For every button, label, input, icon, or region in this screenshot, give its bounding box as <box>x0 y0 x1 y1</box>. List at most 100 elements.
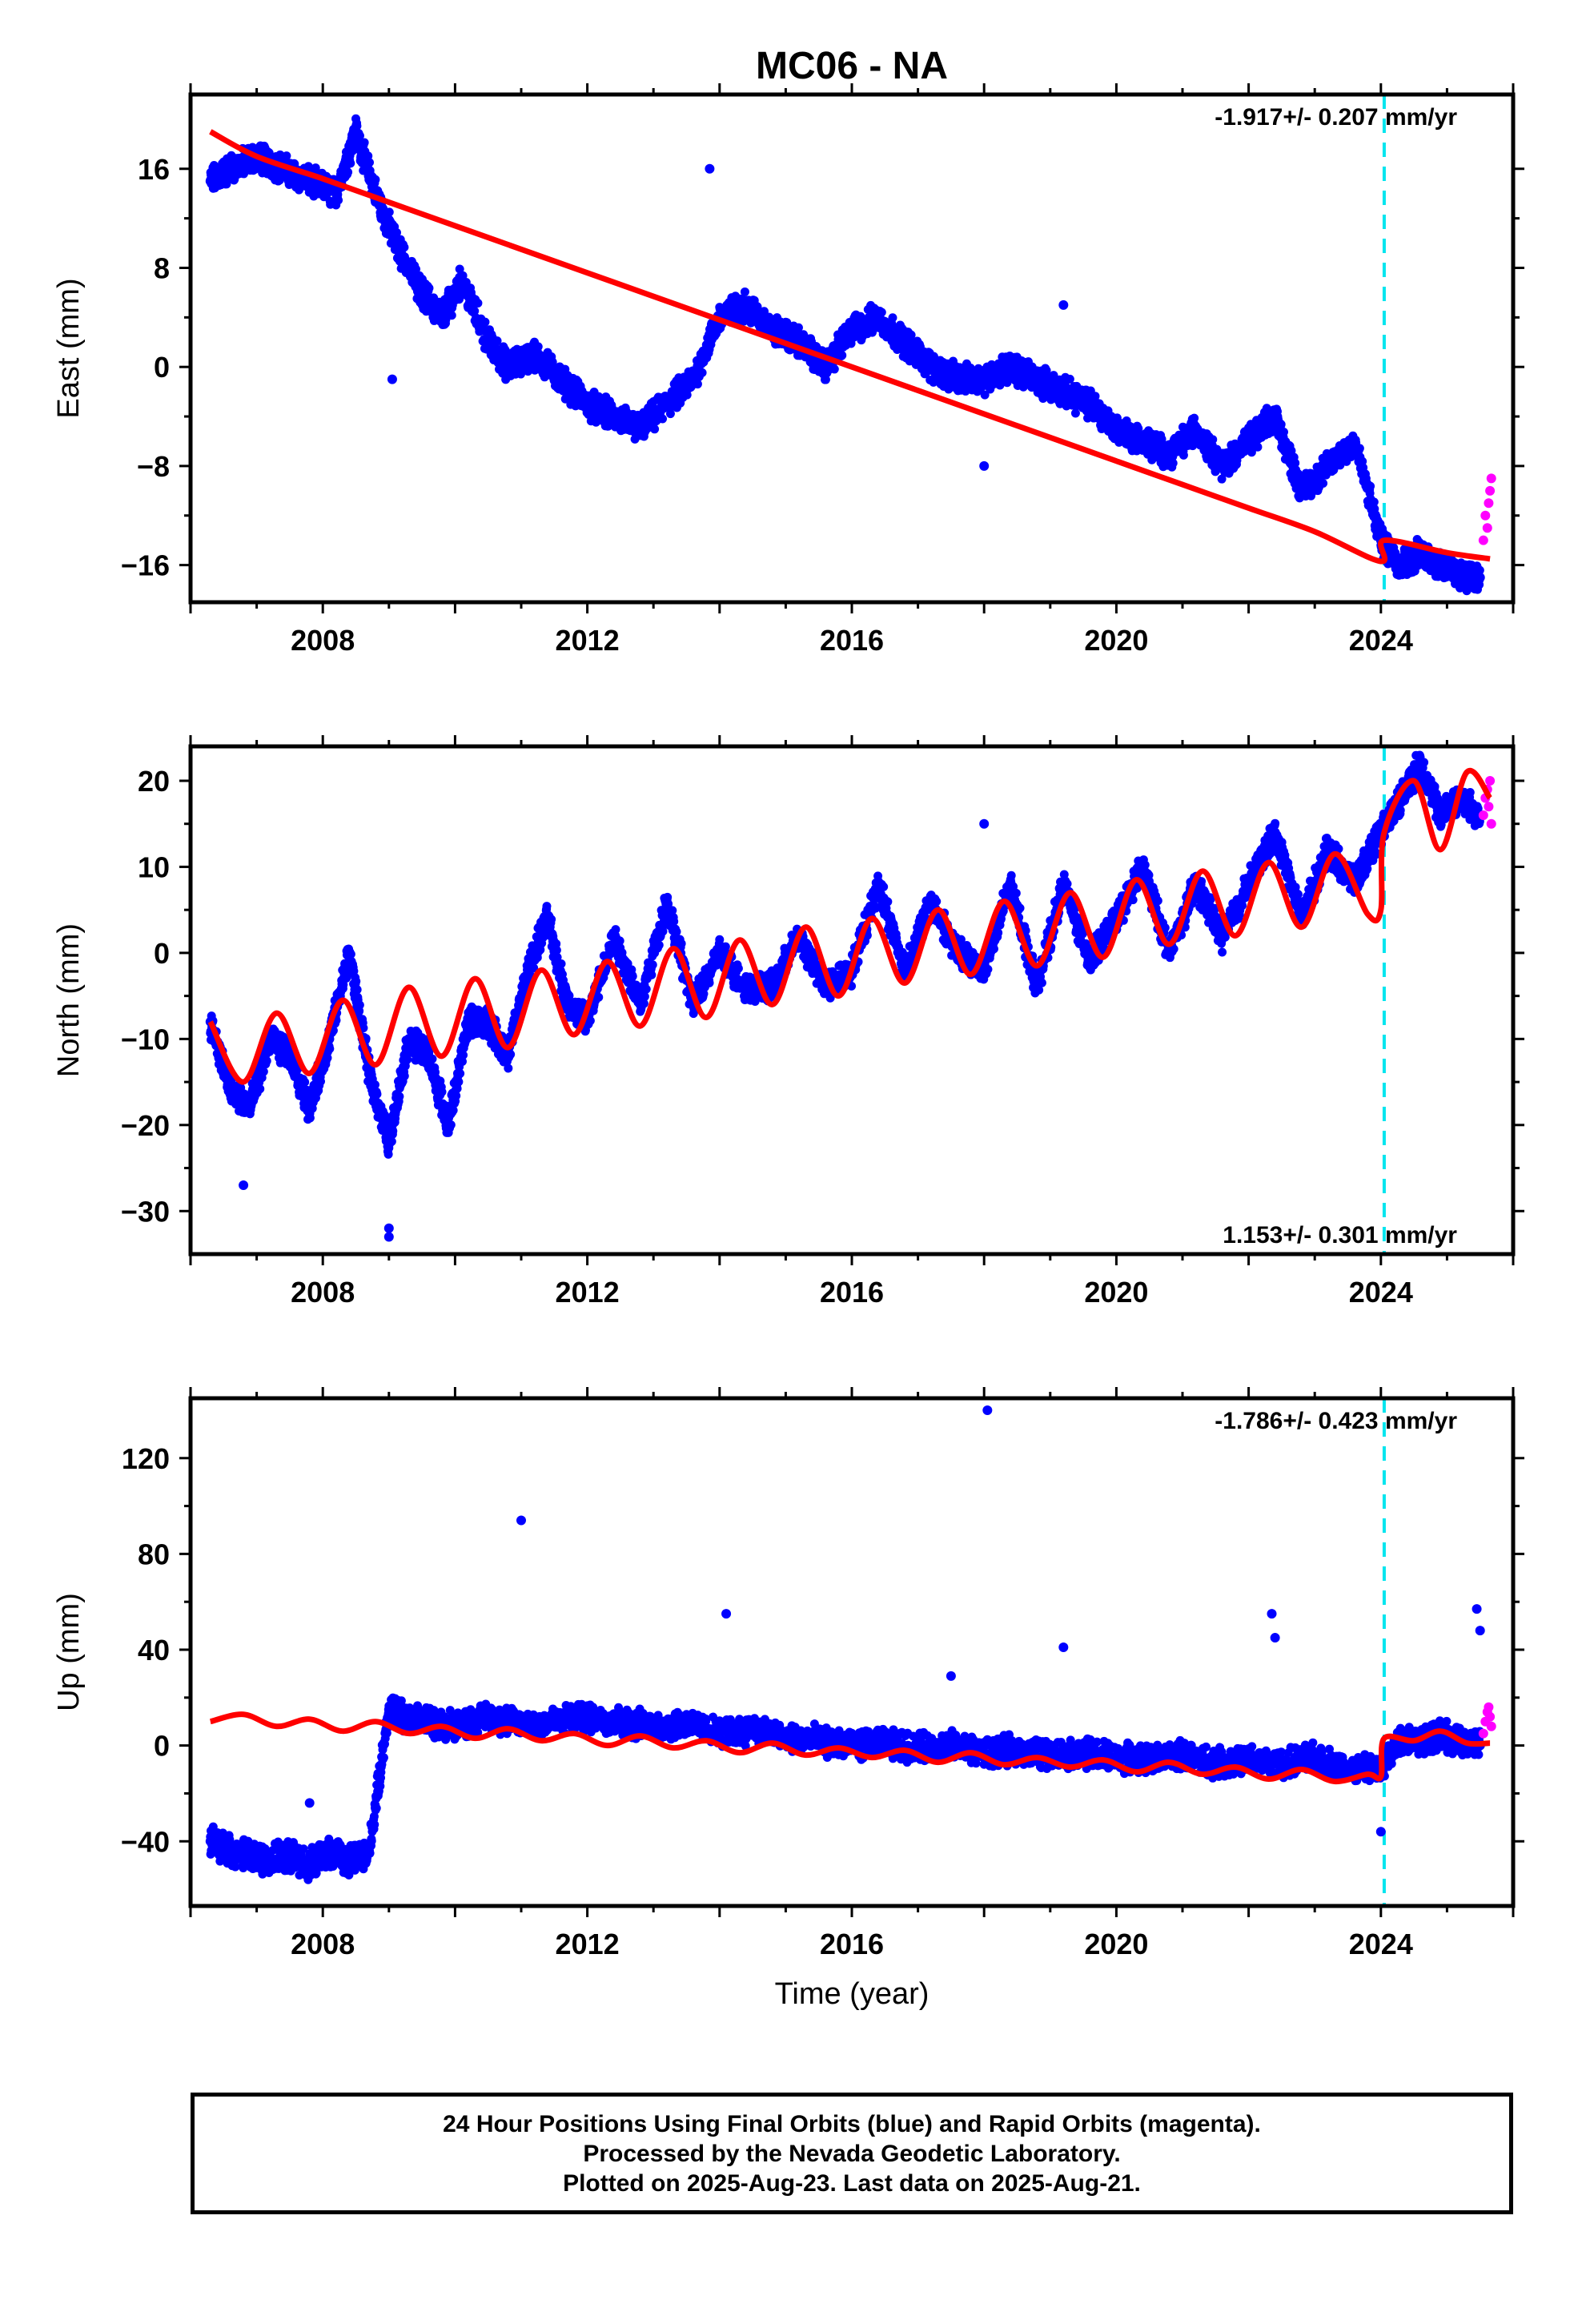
y-axis-label: East (mm) <box>52 278 86 418</box>
x-tick-label: 2020 <box>1084 624 1148 657</box>
data-point <box>456 275 467 285</box>
data-point <box>608 412 619 422</box>
rapid-point <box>1485 485 1496 496</box>
data-point <box>1157 434 1166 444</box>
data-point <box>926 362 937 372</box>
data-point <box>1070 408 1080 418</box>
data-point <box>1276 420 1286 429</box>
data-point <box>352 985 362 995</box>
model-fit-line <box>209 129 1491 565</box>
data-point <box>1296 485 1307 496</box>
data-point <box>900 337 910 348</box>
plot-area <box>205 750 1496 1242</box>
data-point <box>456 1069 465 1079</box>
data-point <box>492 336 502 346</box>
data-point <box>372 1089 382 1099</box>
data-point <box>1190 413 1199 423</box>
rapid-point <box>1478 535 1488 545</box>
plot-frame <box>188 92 1516 605</box>
x-tick-label: 2008 <box>291 624 355 657</box>
data-point <box>1065 374 1074 384</box>
data-point <box>455 264 464 274</box>
data-point <box>1319 479 1328 489</box>
data-point <box>1415 548 1426 558</box>
data-point <box>1217 460 1227 471</box>
data-point <box>364 158 374 167</box>
x-tick-label: 2024 <box>1349 624 1413 657</box>
data-point <box>359 138 369 147</box>
outlier-point <box>1058 300 1069 310</box>
data-point <box>1435 560 1446 570</box>
data-point <box>1217 474 1227 484</box>
data-point <box>793 323 803 332</box>
data-point <box>533 342 543 352</box>
data-point <box>635 424 645 434</box>
y-tick-label: −16 <box>121 549 170 582</box>
data-point <box>1323 460 1333 471</box>
data-point <box>504 1063 513 1073</box>
data-point <box>452 1084 462 1093</box>
data-point <box>225 163 235 174</box>
data-point <box>459 1050 468 1059</box>
data-point <box>650 424 660 434</box>
data-point <box>503 362 513 372</box>
data-point <box>370 1080 379 1090</box>
data-point <box>355 1000 364 1010</box>
data-point <box>1111 424 1122 434</box>
data-point <box>315 1076 325 1086</box>
data-point <box>262 1056 271 1066</box>
data-point <box>412 264 421 274</box>
data-point <box>1279 427 1288 436</box>
x-tick-label: 2012 <box>556 624 620 657</box>
data-point <box>1191 424 1201 434</box>
data-point <box>325 1044 335 1054</box>
data-point <box>371 175 380 184</box>
data-point <box>1058 387 1069 397</box>
data-point <box>470 306 480 316</box>
data-point <box>1475 565 1484 575</box>
data-point <box>697 368 707 377</box>
data-point <box>391 238 401 248</box>
data-point <box>384 207 394 217</box>
data-point <box>403 1055 412 1064</box>
data-point <box>363 151 373 161</box>
data-point <box>1208 435 1218 444</box>
data-point <box>480 317 490 327</box>
data-point <box>300 1077 310 1087</box>
data-point <box>343 167 353 177</box>
data-point <box>1134 424 1143 433</box>
data-point <box>929 352 938 361</box>
rapid-point <box>1484 498 1494 509</box>
outlier-point <box>705 163 715 174</box>
data-point <box>264 148 274 158</box>
data-point <box>556 959 566 968</box>
data-point <box>1253 442 1263 452</box>
data-point <box>1355 444 1364 453</box>
data-point <box>1349 436 1359 446</box>
data-point <box>837 351 847 360</box>
data-point <box>400 243 409 252</box>
data-point <box>351 976 361 986</box>
velocity-rate-label: -1.917+/- 0.207 mm/yr <box>1215 104 1457 131</box>
data-point <box>282 151 291 161</box>
rapid-point <box>1480 510 1491 521</box>
rapid-point <box>1486 473 1496 484</box>
data-point <box>888 313 897 323</box>
data-point <box>1006 362 1016 372</box>
data-point <box>1455 573 1465 583</box>
data-point <box>447 311 456 320</box>
y-tick-label: 16 <box>138 153 170 186</box>
data-point <box>395 1092 404 1101</box>
data-point <box>457 1056 467 1066</box>
data-point <box>556 374 566 384</box>
data-point <box>821 375 830 384</box>
data-point <box>1366 481 1375 491</box>
data-point <box>473 299 483 308</box>
panel-north: 2008 2012 2016 2020 2024−30−20−1001020North … <box>52 735 1524 1309</box>
data-point <box>1085 399 1095 409</box>
data-point <box>665 409 675 419</box>
y-tick-label: 0 <box>154 351 170 384</box>
data-point <box>391 227 401 237</box>
